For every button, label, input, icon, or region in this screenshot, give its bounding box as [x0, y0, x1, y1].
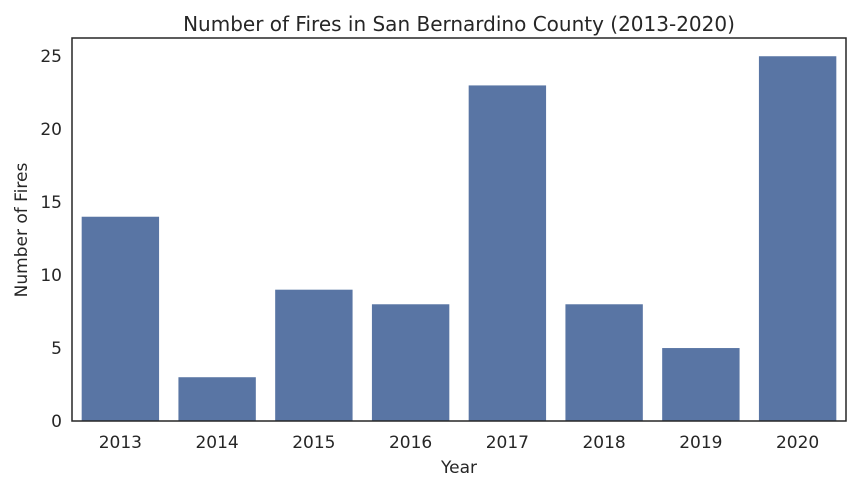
chart-title: Number of Fires in San Bernardino County… — [183, 12, 735, 36]
y-tick-label: 15 — [40, 193, 62, 213]
bars-group — [81, 56, 837, 422]
bar-2018 — [565, 304, 643, 421]
bar-2013 — [81, 216, 160, 421]
y-axis-ticks: 0 5 10 15 20 25 — [40, 47, 62, 432]
bar-2016 — [371, 304, 450, 421]
x-tick-label: 2018 — [582, 433, 625, 453]
bar-2015 — [275, 289, 353, 421]
y-tick-label: 20 — [40, 120, 62, 140]
plot-frame — [71, 37, 847, 422]
y-tick-label: 10 — [40, 266, 62, 286]
x-tick-label: 2016 — [389, 433, 432, 453]
bar-2014 — [178, 377, 256, 421]
bar-2019 — [662, 348, 740, 421]
x-tick-label: 2020 — [776, 433, 819, 453]
x-tick-label: 2015 — [292, 433, 335, 453]
bar-2017 — [468, 85, 547, 422]
x-tick-label: 2019 — [679, 433, 722, 453]
y-tick-label: 0 — [51, 412, 62, 432]
x-axis-label: Year — [440, 458, 477, 478]
x-tick-label: 2017 — [486, 433, 529, 453]
x-tick-label: 2013 — [99, 433, 142, 453]
y-axis-label: Number of Fires — [12, 163, 32, 298]
y-tick-label: 25 — [40, 47, 62, 67]
x-tick-label: 2014 — [195, 433, 238, 453]
y-tick-label: 5 — [51, 339, 62, 359]
x-axis-ticks: 2013 2014 2015 2016 2017 2018 2019 2020 — [99, 433, 820, 453]
bar-2020 — [758, 56, 837, 421]
